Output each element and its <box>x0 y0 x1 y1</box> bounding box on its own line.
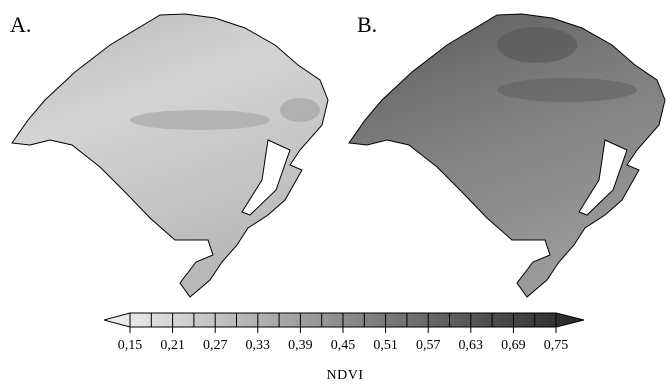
legend-tick-label: 0,33 <box>245 338 271 353</box>
legend-tick-label: 0,57 <box>415 338 441 353</box>
legend-tick-label: 0,21 <box>160 338 185 353</box>
legend-tick-label: 0,51 <box>373 338 398 353</box>
ndvi-legend: 0,15 0,21 0,27 0,33 0,39 0,45 0,51 0,57 0,63 0,69… <box>104 310 586 385</box>
legend-tick-label: 0,69 <box>501 338 526 353</box>
legend-tick-label: 0,15 <box>117 338 143 353</box>
legend-color-bar <box>104 312 585 333</box>
state-outline-a <box>11 13 329 298</box>
legend-tick-label: 0,45 <box>330 338 356 353</box>
legend-tick-marks <box>129 313 557 333</box>
ndvi-map-b <box>348 13 666 298</box>
legend-title: NDVI <box>326 368 364 383</box>
legend-tick-label: 0,27 <box>202 338 228 353</box>
panel-label-a: A. <box>10 12 32 37</box>
legend-tick-label: 0,75 <box>543 338 569 353</box>
legend-gradient <box>104 312 585 328</box>
darker-patch-b <box>497 27 577 63</box>
legend-tick-label: 0,63 <box>458 338 484 353</box>
panel-label-b: B. <box>357 12 378 37</box>
lagoon-b <box>578 139 628 216</box>
lagoon-a <box>241 139 291 216</box>
ndvi-map-a <box>11 13 329 298</box>
darker-patch-a <box>280 98 320 122</box>
legend-tick-label: 0,39 <box>288 338 313 353</box>
darker-band-b <box>497 78 637 102</box>
darker-band-a <box>130 110 270 130</box>
